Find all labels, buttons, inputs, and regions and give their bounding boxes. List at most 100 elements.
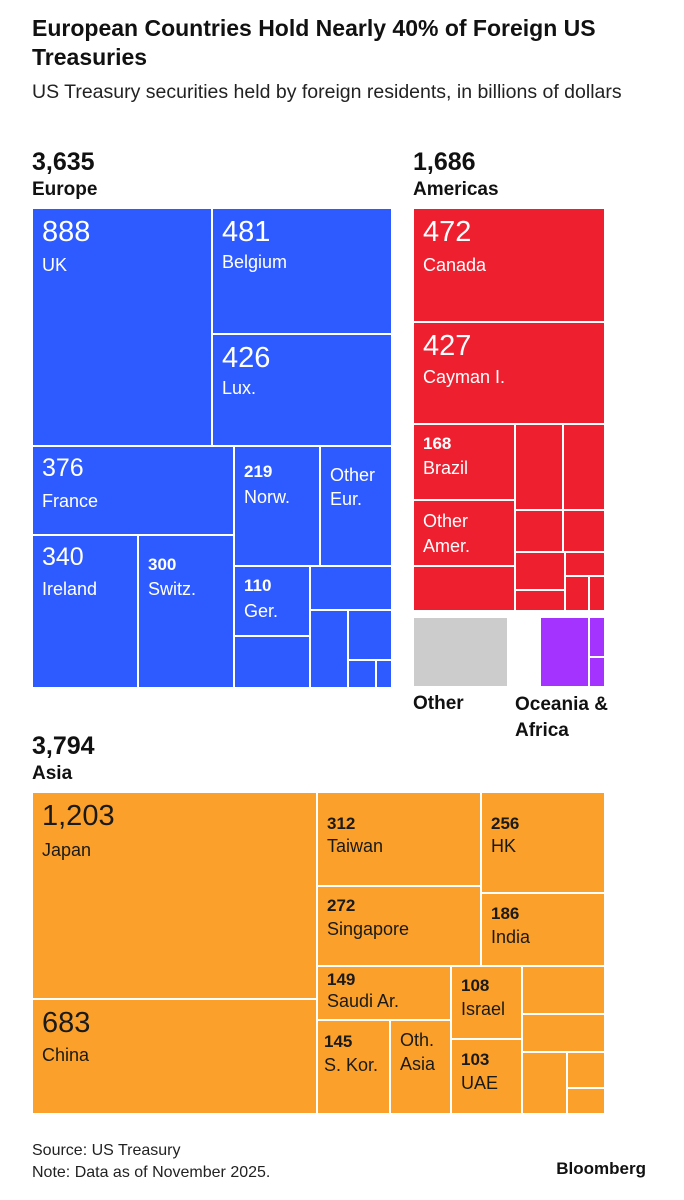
tile-brazil: 168 Brazil — [413, 424, 515, 500]
europe-total: 3,635 — [32, 148, 95, 176]
americas-total: 1,686 — [413, 148, 476, 176]
tile-value: 312 — [327, 814, 356, 833]
tile-france: 376 France — [32, 446, 234, 535]
tile-uae: 103 UAE — [451, 1039, 522, 1114]
tile-oth-asia: Oth. Asia — [390, 1020, 451, 1114]
tile-value: 149 — [327, 970, 356, 989]
tile-label: Brazil — [423, 458, 469, 478]
tile-other-eur: Other Eur. — [320, 446, 392, 566]
tile-label: Switz. — [148, 579, 197, 599]
tile-label: Israel — [461, 999, 506, 1019]
tile-unlabeled — [310, 610, 348, 688]
tile-label: Ireland — [42, 579, 98, 599]
tile-value: 256 — [491, 814, 520, 833]
note-text: Note: Data as of November 2025. — [32, 1164, 271, 1181]
tile-ger: 110 Ger. — [234, 566, 310, 636]
tile-label: HK — [491, 836, 517, 856]
tile-value: 219 — [244, 462, 273, 481]
tile-unlabeled — [589, 617, 605, 657]
other-region-label: Other — [413, 693, 464, 714]
tile-value: 481 — [222, 216, 271, 248]
tile-china: 683 China — [32, 999, 317, 1114]
tile-value: 103 — [461, 1050, 490, 1069]
tile-value: 110 — [244, 576, 272, 595]
tile-hk: 256 HK — [481, 792, 605, 893]
americas-label: Americas — [413, 179, 499, 200]
tile-label: Saudi Ar. — [327, 991, 400, 1011]
tile-unlabeled — [376, 660, 392, 688]
tile-unlabeled — [522, 1052, 567, 1114]
tile-unlabeled — [589, 576, 605, 611]
tile-unlabeled — [515, 590, 565, 611]
tile-value: 427 — [423, 330, 472, 362]
tile-unlabeled — [234, 636, 310, 688]
tile-value: 145 — [324, 1032, 353, 1051]
tile-unlabeled — [348, 610, 392, 660]
tile-unlabeled — [540, 617, 589, 687]
tile-unlabeled — [563, 510, 605, 552]
europe-label: Europe — [32, 179, 98, 200]
tile-value: 1,203 — [42, 800, 115, 832]
tile-unlabeled — [522, 1014, 605, 1052]
tile-unlabeled — [413, 566, 515, 611]
tile-value: 683 — [42, 1007, 91, 1039]
tile-label: Other Amer. — [423, 511, 471, 556]
tile-other-amer: Other Amer. — [413, 500, 515, 566]
bloomberg-logo: Bloomberg — [556, 1159, 646, 1178]
tile-s-kor: 145 S. Kor. — [317, 1020, 390, 1114]
tile-label: Singapore — [327, 919, 410, 939]
tile-label: Taiwan — [327, 836, 384, 856]
tile-unlabeled — [348, 660, 376, 688]
tile-value: 340 — [42, 543, 84, 571]
tile-value: 168 — [423, 434, 452, 453]
tile-unlabeled — [310, 566, 392, 610]
tile-unlabeled — [567, 1052, 605, 1088]
tile-value: 108 — [461, 976, 490, 995]
asia-label: Asia — [32, 763, 73, 784]
tile-unlabeled — [522, 966, 605, 1014]
tile-label: Lux. — [222, 378, 257, 398]
tile-switz: 300 Switz. — [138, 535, 234, 688]
tile-label: China — [42, 1045, 90, 1065]
tile-india: 186 India — [481, 893, 605, 966]
tile-other-region — [413, 617, 508, 687]
tile-value: 888 — [42, 216, 91, 248]
tile-label: Canada — [423, 255, 487, 275]
tile-unlabeled — [565, 576, 589, 611]
tile-label: Oth. Asia — [400, 1030, 436, 1074]
tile-unlabeled — [565, 552, 605, 576]
chart-title: European Countries Hold Nearly 40% of Fo… — [32, 15, 596, 70]
tile-taiwan: 312 Taiwan — [317, 792, 481, 886]
tile-cayman: 427 Cayman I. — [413, 322, 605, 424]
tile-unlabeled — [515, 510, 563, 552]
tile-belgium: 481 Belgium — [212, 208, 392, 334]
tile-label: France — [42, 491, 99, 511]
tile-unlabeled — [589, 657, 605, 687]
tile-unlabeled — [515, 424, 563, 510]
tile-label: Ger. — [244, 601, 279, 621]
tile-value: 426 — [222, 342, 271, 374]
tile-ireland: 340 Ireland — [32, 535, 138, 688]
tile-lux: 426 Lux. — [212, 334, 392, 446]
oceania-africa-label: Oceania & Africa — [515, 694, 608, 741]
tile-label: India — [491, 927, 531, 947]
tile-value: 186 — [491, 904, 520, 923]
tile-label: Norw. — [244, 487, 291, 507]
tile-canada: 472 Canada — [413, 208, 605, 322]
tile-label: Japan — [42, 840, 92, 860]
tile-saudi: 149 Saudi Ar. — [317, 966, 451, 1020]
tile-unlabeled — [515, 552, 565, 590]
tile-norw: 219 Norw. — [234, 446, 320, 566]
tile-singapore: 272 Singapore — [317, 886, 481, 966]
tile-value: 376 — [42, 454, 84, 482]
tile-value: 272 — [327, 896, 356, 915]
tile-value: 472 — [423, 216, 472, 248]
tile-label: Other Eur. — [330, 465, 376, 509]
tile-uk: 888 UK — [32, 208, 212, 446]
tile-label: Cayman I. — [423, 367, 506, 387]
tile-label: S. Kor. — [324, 1055, 379, 1075]
tile-unlabeled — [567, 1088, 605, 1114]
asia-total: 3,794 — [32, 732, 95, 760]
tile-unlabeled — [563, 424, 605, 510]
footer-notes: Source: US Treasury Note: Data as of Nov… — [32, 1140, 270, 1184]
